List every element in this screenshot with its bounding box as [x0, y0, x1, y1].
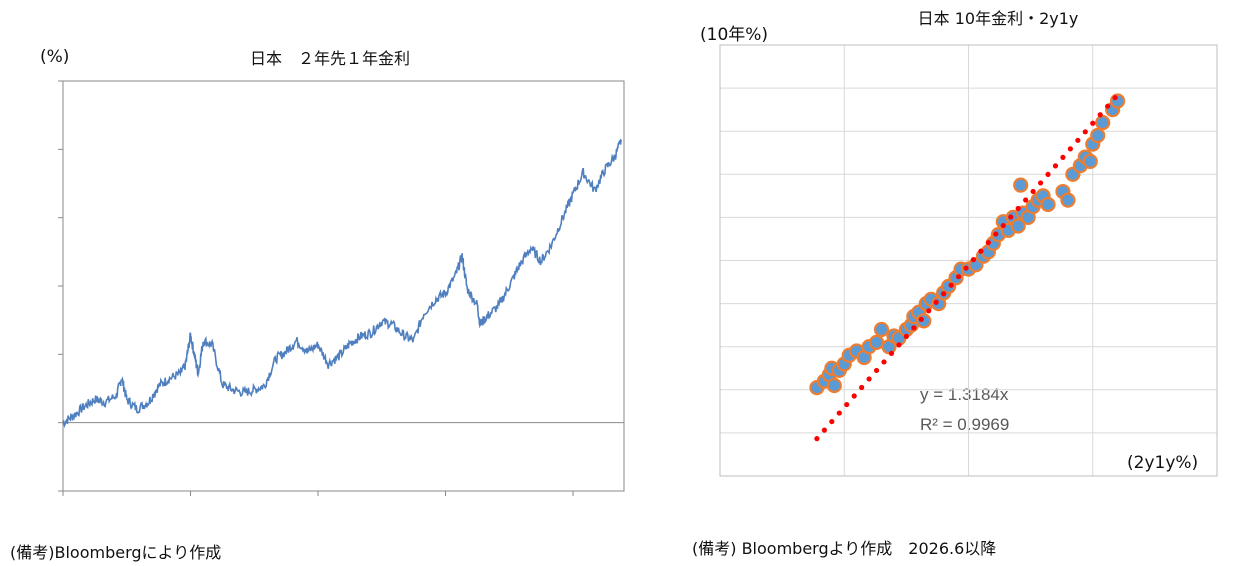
trendline-dot	[918, 316, 924, 322]
trendline-dot	[1067, 146, 1073, 152]
right-chart-note: (備考) Bloombergより作成 2026.6以降	[692, 539, 996, 558]
trendline-dot	[963, 265, 969, 271]
left-chart-note: (備考)Bloombergにより作成	[10, 543, 221, 562]
trendline-dot	[844, 401, 850, 408]
trendline-dot	[1060, 154, 1066, 160]
trendline-dot	[978, 248, 984, 254]
left-y-unit: (%)	[40, 47, 69, 67]
trendline-dot	[859, 384, 865, 391]
trendline-dot	[829, 418, 835, 425]
left-chart-title: 日本 ２年先１年金利	[250, 49, 410, 68]
trendline-dot	[933, 299, 939, 305]
trendline-dot	[1030, 188, 1036, 195]
trendline-dot	[1082, 129, 1088, 135]
trendline-dot	[941, 291, 947, 297]
trendline-r-squared: R² = 0.9969	[920, 415, 1009, 434]
trendline-dot	[948, 282, 954, 288]
trendline-dot	[970, 257, 977, 263]
scatter-point	[868, 334, 885, 350]
trendline-dot	[926, 308, 932, 314]
right-x-unit: (2y1y%)	[1127, 453, 1198, 473]
trendline-dot	[903, 333, 909, 339]
scatter-point	[1040, 196, 1056, 213]
trendline-dot	[1008, 214, 1014, 220]
trendline-dot	[1112, 95, 1118, 101]
left-plot-frame	[62, 80, 625, 492]
trendline-equation: y = 1.3184x	[920, 385, 1009, 404]
trendline-dot	[1037, 180, 1044, 186]
trendline-dot	[881, 359, 887, 365]
scatter-point	[1090, 127, 1106, 144]
trendline-dot	[1105, 103, 1111, 109]
scatter-point	[873, 321, 890, 338]
trendline-dot	[993, 231, 999, 237]
scatter-point	[1082, 153, 1098, 169]
trendline-dot	[866, 376, 872, 382]
trendline-dot	[821, 427, 827, 433]
scatter-point	[1095, 114, 1111, 131]
trendline-dot	[1097, 112, 1103, 118]
trendline-dot	[851, 393, 857, 399]
trendline-dot	[911, 325, 917, 331]
trendline-dot	[814, 436, 820, 442]
trendline-dot	[1023, 197, 1029, 203]
trendline-dot	[1015, 205, 1021, 212]
trendline-dot	[985, 239, 991, 246]
scatter-point	[1010, 218, 1026, 234]
plot-layer	[58, 44, 1218, 496]
trendline-dot	[1052, 163, 1059, 169]
trendline-dot	[836, 410, 842, 416]
scatter-point	[1013, 177, 1029, 193]
scatter-point	[1060, 192, 1076, 208]
right-chart-title: 日本 10年金利・2y1y	[918, 9, 1079, 28]
trendline-dot	[1045, 171, 1051, 178]
trendline-dot	[896, 342, 902, 348]
trendline-dot	[1000, 222, 1006, 229]
trendline-dot	[1090, 120, 1096, 126]
trendline-dot	[873, 367, 880, 374]
trendline-dot	[888, 350, 895, 357]
trendline-dot	[1075, 137, 1081, 143]
trendline-dot	[955, 274, 962, 280]
scatter-point	[826, 377, 842, 394]
right-plot-frame	[719, 44, 1218, 477]
right-y-unit: (10年%)	[700, 25, 768, 45]
left-series-line	[62, 138, 623, 429]
